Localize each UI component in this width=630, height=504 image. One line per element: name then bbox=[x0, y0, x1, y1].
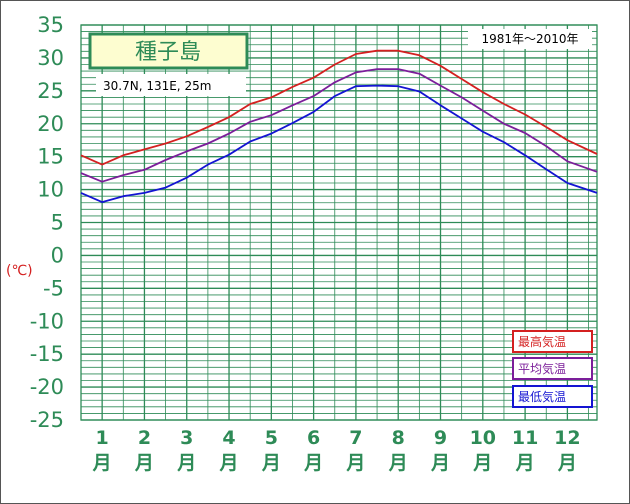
y-tick-label: -25 bbox=[30, 408, 64, 432]
y-tick-label: -15 bbox=[30, 342, 64, 366]
series-line-min bbox=[80, 84, 598, 204]
legend-label-min: 最低気温 bbox=[518, 389, 566, 404]
legend-box-avg bbox=[512, 357, 593, 380]
y-tick-label: -5 bbox=[43, 276, 64, 300]
x-tick-label: 11 月 bbox=[512, 427, 538, 474]
station-title: 種子島 bbox=[135, 40, 201, 65]
x-tick-label: 12 月 bbox=[554, 427, 580, 474]
y-tick-label: 0 bbox=[51, 243, 64, 267]
legend-label-avg: 平均気温 bbox=[518, 361, 566, 376]
y-tick-label: -10 bbox=[30, 309, 64, 333]
location-box bbox=[96, 74, 246, 96]
legend-box-max bbox=[512, 330, 593, 353]
y-tick-label: 35 bbox=[37, 13, 64, 37]
series-lines bbox=[80, 49, 598, 204]
legend-label-max: 最高気温 bbox=[518, 334, 566, 349]
y-tick-label: -20 bbox=[30, 375, 64, 399]
series-line-avg bbox=[80, 68, 598, 183]
grid bbox=[80, 24, 598, 421]
plot-border bbox=[80, 24, 598, 421]
x-tick-labels: 1 月 2 月 3 月 4 月 5 月 6 月 7 月 8 月 9 月 10 月 11 月 12 月 bbox=[92, 427, 581, 474]
y-axis-unit-label: (℃) bbox=[6, 263, 33, 279]
period-label: 1981年〜2010年 bbox=[481, 32, 578, 46]
station-title-box bbox=[88, 32, 249, 70]
legend-box-min bbox=[512, 385, 593, 408]
location-label: 30.7N, 131E, 25m bbox=[103, 79, 211, 93]
y-tick-label: 20 bbox=[37, 112, 64, 136]
y-tick-label: 25 bbox=[37, 79, 64, 103]
y-tick-labels: 35 30 25 20 15 10 5 0 -5 -10 -15 -20 -25 bbox=[30, 13, 64, 432]
y-tick-label: 30 bbox=[37, 46, 64, 70]
period-box bbox=[468, 29, 592, 49]
y-tick-label: 5 bbox=[51, 211, 64, 235]
x-tick-label: 10 月 bbox=[470, 427, 496, 474]
y-tick-label: 15 bbox=[37, 145, 64, 169]
y-tick-label: 10 bbox=[37, 178, 64, 202]
series-line-max bbox=[80, 49, 598, 166]
